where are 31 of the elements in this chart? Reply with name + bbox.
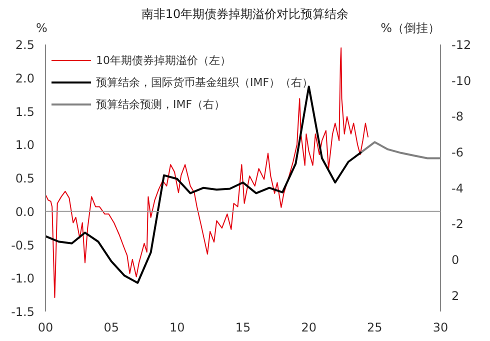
chart-title: 南非10年期债券掉期溢价对比预算结余 <box>141 7 349 21</box>
y-tick-label: 1.5 <box>15 104 35 119</box>
y-tick-label: -1.0 <box>11 272 35 286</box>
y-tick-label: 0.0 <box>15 204 35 219</box>
y-tick-label: 2.5 <box>15 38 35 52</box>
legend-label: 10年期债券掉期溢价（左） <box>96 52 231 68</box>
line-series <box>46 47 369 298</box>
y-tick-label: -1.5 <box>11 305 35 319</box>
x-tick-label: 25 <box>367 320 382 334</box>
legend-label: 预算结余，国际货币基金组织（IMF）（右） <box>96 74 314 90</box>
x-tick-label: 20 <box>301 320 316 334</box>
y2-tick-label: -6 <box>452 146 464 160</box>
y2-axis-title: %（倒挂） <box>380 20 440 37</box>
y2-tick-label: -10 <box>452 74 472 88</box>
y2-tick-label: -8 <box>452 110 464 124</box>
x-tick-label: 30 <box>432 320 448 334</box>
y-tick-label: 0.5 <box>15 172 35 186</box>
y-tick-label: 1.0 <box>15 138 35 152</box>
x-tick-label: 00 <box>38 320 54 334</box>
y2-tick-label: 0 <box>452 253 460 268</box>
y2-tick-label: -4 <box>452 181 464 196</box>
y-axis-title: % <box>36 20 48 37</box>
y2-tick-label: 2 <box>452 288 460 303</box>
x-tick-label: 05 <box>104 320 119 334</box>
x-tick-label: 15 <box>235 320 251 334</box>
y2-tick-label: -2 <box>452 217 464 232</box>
y-tick-label: -0.5 <box>11 238 35 252</box>
legend-label: 预算结余预测，IMF（右） <box>96 96 226 112</box>
y2-tick-label: -12 <box>452 38 472 52</box>
y-tick-label: 2.0 <box>15 71 35 86</box>
x-tick-label: 10 <box>170 320 185 334</box>
